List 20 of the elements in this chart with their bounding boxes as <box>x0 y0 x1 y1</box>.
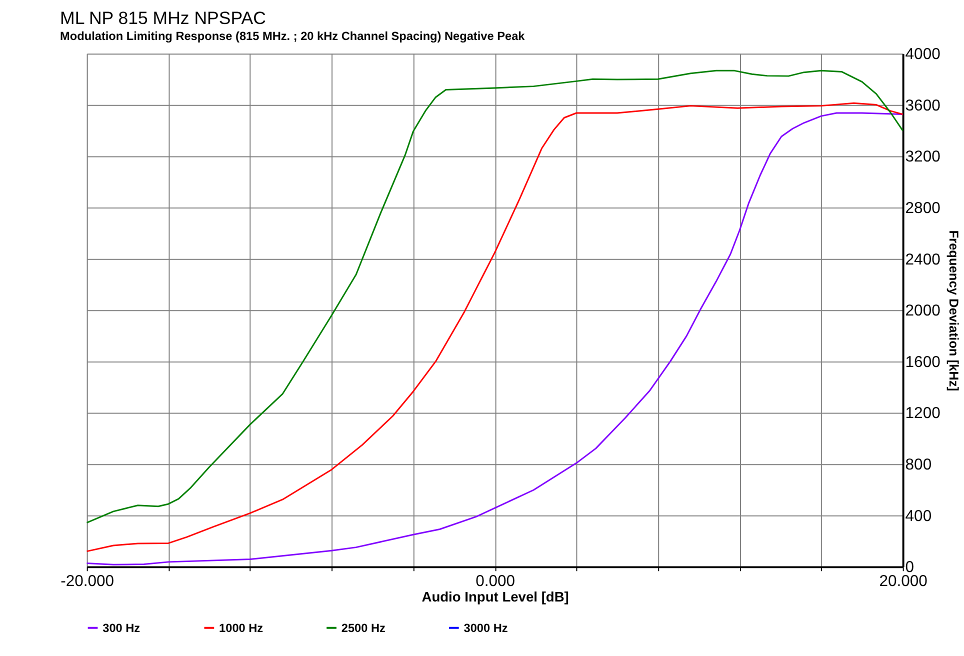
y-tick-label: 2400 <box>905 251 941 268</box>
chart-subtitle: Modulation Limiting Response (815 MHz. ; 20 kHz Channel Spacing) Negative Peak <box>60 28 526 43</box>
y-axis-title: Frequency Deviation [kHz] <box>946 230 962 392</box>
legend-label: 3000 Hz <box>464 620 508 635</box>
y-tick-label: 400 <box>905 508 932 525</box>
y-tick-label: 4000 <box>905 46 941 64</box>
y-tick-label: 1600 <box>905 354 941 371</box>
y-tick-label: 3200 <box>905 148 941 166</box>
chart-title: ML NP 815 MHz NPSPAC <box>60 8 266 28</box>
legend-label: 1000 Hz <box>219 620 264 635</box>
x-axis-title: Audio Input Level [dB] <box>422 588 569 605</box>
y-tick-label: 2000 <box>905 302 941 320</box>
y-tick-label: 3600 <box>905 97 941 114</box>
x-tick-label: 0.000 <box>476 572 516 590</box>
y-tick-label: 1200 <box>905 405 941 422</box>
y-tick-label: 2800 <box>905 200 941 217</box>
y-tick-label: 800 <box>905 456 932 474</box>
legend-label: 2500 Hz <box>341 620 386 635</box>
x-tick-label: -20.000 <box>60 572 114 590</box>
legend-label: 300 Hz <box>102 620 140 635</box>
